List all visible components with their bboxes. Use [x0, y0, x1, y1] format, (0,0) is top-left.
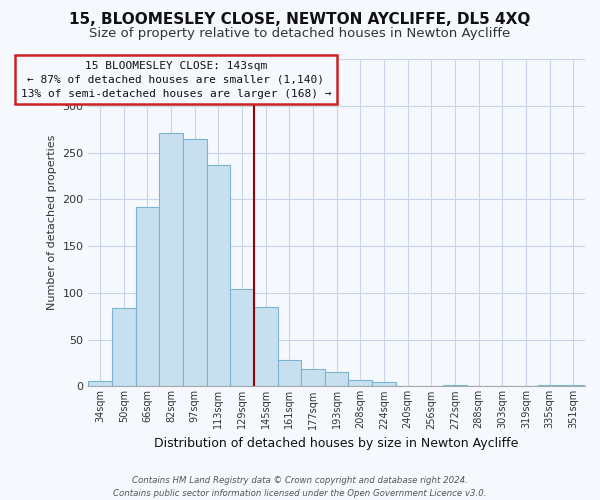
Bar: [349, 380, 372, 386]
Bar: [230, 289, 254, 386]
Bar: [88, 381, 112, 386]
Text: Contains HM Land Registry data © Crown copyright and database right 2024.
Contai: Contains HM Land Registry data © Crown c…: [113, 476, 487, 498]
Bar: [112, 308, 136, 386]
Bar: [562, 384, 585, 386]
Bar: [325, 372, 349, 386]
Bar: [443, 384, 467, 386]
Bar: [278, 360, 301, 386]
Bar: [301, 368, 325, 386]
Text: 15 BLOOMESLEY CLOSE: 143sqm
← 87% of detached houses are smaller (1,140)
13% of : 15 BLOOMESLEY CLOSE: 143sqm ← 87% of det…: [20, 61, 331, 99]
Bar: [372, 382, 396, 386]
Bar: [206, 164, 230, 386]
Bar: [254, 307, 278, 386]
Text: 15, BLOOMESLEY CLOSE, NEWTON AYCLIFFE, DL5 4XQ: 15, BLOOMESLEY CLOSE, NEWTON AYCLIFFE, D…: [70, 12, 530, 28]
Bar: [136, 207, 159, 386]
Text: Size of property relative to detached houses in Newton Aycliffe: Size of property relative to detached ho…: [89, 28, 511, 40]
Y-axis label: Number of detached properties: Number of detached properties: [47, 135, 57, 310]
X-axis label: Distribution of detached houses by size in Newton Aycliffe: Distribution of detached houses by size …: [154, 437, 519, 450]
Bar: [159, 133, 183, 386]
Bar: [183, 138, 206, 386]
